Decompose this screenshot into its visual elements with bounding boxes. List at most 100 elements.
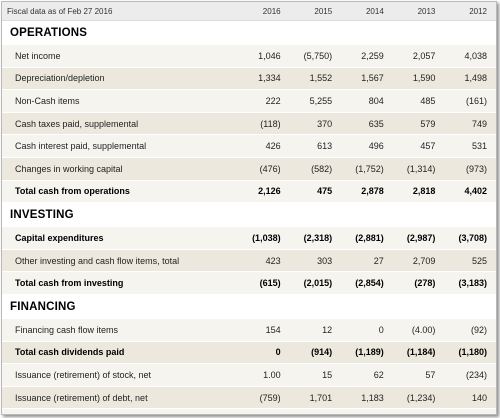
table-row: Financing cash flow items 154 12 0 (4.00) (92… bbox=[2, 318, 496, 342]
value-cell: (759) bbox=[238, 386, 290, 410]
value-cell: 635 bbox=[341, 112, 393, 136]
total-row: Total cash from operations 2,126 475 2,878 2… bbox=[2, 180, 496, 204]
value-cell: (615) bbox=[238, 271, 290, 295]
value-cell: 496 bbox=[341, 134, 393, 158]
year-header: 2015 bbox=[289, 2, 342, 21]
value-cell: (4.00) bbox=[392, 318, 445, 342]
value-cell: (973) bbox=[444, 157, 496, 181]
value-cell: (604) bbox=[238, 408, 290, 414]
section-header: INVESTING bbox=[2, 202, 496, 228]
value-cell: (2,881) bbox=[341, 227, 393, 250]
row-label: Capital expenditures bbox=[2, 227, 238, 250]
year-header: 2012 bbox=[444, 2, 496, 21]
value-cell: 613 bbox=[289, 134, 342, 158]
value-cell: 4,038 bbox=[444, 45, 496, 68]
table-row: Changes in working capital (476) (582) (1,7… bbox=[2, 157, 496, 181]
table-row: Non-Cash items 222 5,255 804 485 (161) bbox=[2, 89, 496, 113]
value-cell: 2,709 bbox=[392, 249, 445, 273]
value-cell: 5,255 bbox=[289, 89, 342, 113]
row-label: Net income bbox=[2, 45, 238, 68]
value-cell: 2,057 bbox=[392, 45, 445, 68]
value-cell: (2,318) bbox=[289, 227, 342, 250]
value-cell: 2,878 bbox=[341, 180, 393, 204]
value-cell: (1,180) bbox=[444, 341, 496, 365]
value-cell: 0 bbox=[341, 318, 393, 342]
section-title: OPERATIONS bbox=[2, 20, 496, 45]
row-label: Depreciation/depletion bbox=[2, 67, 238, 91]
value-cell: 1,046 bbox=[238, 45, 290, 68]
header-row: Fiscal data as of Feb 27 2016 2016 2015 … bbox=[2, 2, 496, 21]
value-cell: (3,708) bbox=[444, 227, 496, 250]
value-cell: (5,750) bbox=[289, 45, 342, 68]
value-cell: 57 bbox=[392, 363, 445, 387]
row-label: Total cash dividends paid bbox=[2, 341, 238, 365]
row-label: Issuance (retirement) of debt, net bbox=[2, 386, 238, 410]
value-cell: (278) bbox=[392, 271, 445, 295]
total-row: Total cash from financing(604)81456(2,36… bbox=[2, 408, 496, 414]
value-cell: 27 bbox=[341, 249, 393, 273]
total-row: Total cash from investing (615) (2,015) (2,… bbox=[2, 271, 496, 295]
value-cell: 804 bbox=[341, 89, 393, 113]
year-header: 2016 bbox=[238, 2, 290, 21]
value-cell: 1,567 bbox=[341, 67, 393, 91]
value-cell: (2,015) bbox=[289, 271, 342, 295]
value-cell: (3,183) bbox=[444, 271, 496, 295]
value-cell: 475 bbox=[289, 180, 342, 204]
value-cell: 370 bbox=[289, 112, 342, 136]
year-header: 2014 bbox=[341, 2, 393, 21]
value-cell: (1,366) bbox=[444, 408, 496, 414]
value-cell: 749 bbox=[444, 112, 496, 136]
value-cell: 1,183 bbox=[341, 386, 393, 410]
value-cell: 531 bbox=[444, 134, 496, 158]
section-title: INVESTING bbox=[2, 202, 496, 228]
value-cell: 1,498 bbox=[444, 67, 496, 91]
row-label: Total cash from operations bbox=[2, 180, 238, 204]
value-cell: (914) bbox=[289, 341, 342, 365]
value-cell: (582) bbox=[289, 157, 342, 181]
year-header: 2013 bbox=[392, 2, 445, 21]
table-row: Issuance (retirement) of debt, net (759) 1… bbox=[2, 386, 496, 410]
value-cell: (234) bbox=[444, 363, 496, 387]
row-label: Non-Cash items bbox=[2, 89, 238, 113]
total-row: Capital expenditures (1,038) (2,318) (2,881… bbox=[2, 227, 496, 250]
value-cell: (1,752) bbox=[341, 157, 393, 181]
section-header: OPERATIONS bbox=[2, 20, 496, 45]
value-cell: 62 bbox=[341, 363, 393, 387]
value-cell: 12 bbox=[289, 318, 342, 342]
value-cell: 1,590 bbox=[392, 67, 445, 91]
value-cell: (1,189) bbox=[341, 341, 393, 365]
value-cell: 0 bbox=[238, 341, 290, 365]
value-cell: (2,987) bbox=[392, 227, 445, 250]
value-cell: (118) bbox=[238, 112, 290, 136]
section-title: FINANCING bbox=[2, 294, 496, 319]
total-row: Total cash dividends paid 0 (914) (1,189) (1… bbox=[2, 341, 496, 365]
row-label: Cash taxes paid, supplemental bbox=[2, 112, 238, 136]
value-cell: (1,184) bbox=[392, 341, 445, 365]
value-cell: (161) bbox=[444, 89, 496, 113]
row-label: Total cash from investing bbox=[2, 271, 238, 295]
value-cell: (1,234) bbox=[392, 386, 445, 410]
value-cell: 426 bbox=[238, 134, 290, 158]
cash-flow-table: Fiscal data as of Feb 27 2016 2016 2015 … bbox=[2, 2, 496, 414]
row-label: Other investing and cash flow items, tot… bbox=[2, 249, 238, 273]
value-cell: (92) bbox=[444, 318, 496, 342]
fiscal-date-note: Fiscal data as of Feb 27 2016 bbox=[2, 2, 238, 21]
row-label: Financing cash flow items bbox=[2, 318, 238, 342]
value-cell: 222 bbox=[238, 89, 290, 113]
table-row: Net income 1,046 (5,750) 2,259 2,057 4,038 bbox=[2, 45, 496, 68]
row-label: Cash interest paid, supplemental bbox=[2, 134, 238, 158]
value-cell: 303 bbox=[289, 249, 342, 273]
value-cell: 1,552 bbox=[289, 67, 342, 91]
value-cell: 2,126 bbox=[238, 180, 290, 204]
value-cell: 423 bbox=[238, 249, 290, 273]
value-cell: (2,854) bbox=[341, 271, 393, 295]
value-cell: (476) bbox=[238, 157, 290, 181]
value-cell: 140 bbox=[444, 386, 496, 410]
section-header: FINANCING bbox=[2, 294, 496, 319]
value-cell: 1.00 bbox=[238, 363, 290, 387]
table-row: Cash taxes paid, supplemental (118) 370 635… bbox=[2, 112, 496, 136]
row-label: Issuance (retirement) of stock, net bbox=[2, 363, 238, 387]
value-cell: 2,818 bbox=[392, 180, 445, 204]
table-row: Cash interest paid, supplemental 426 613 49… bbox=[2, 134, 496, 158]
